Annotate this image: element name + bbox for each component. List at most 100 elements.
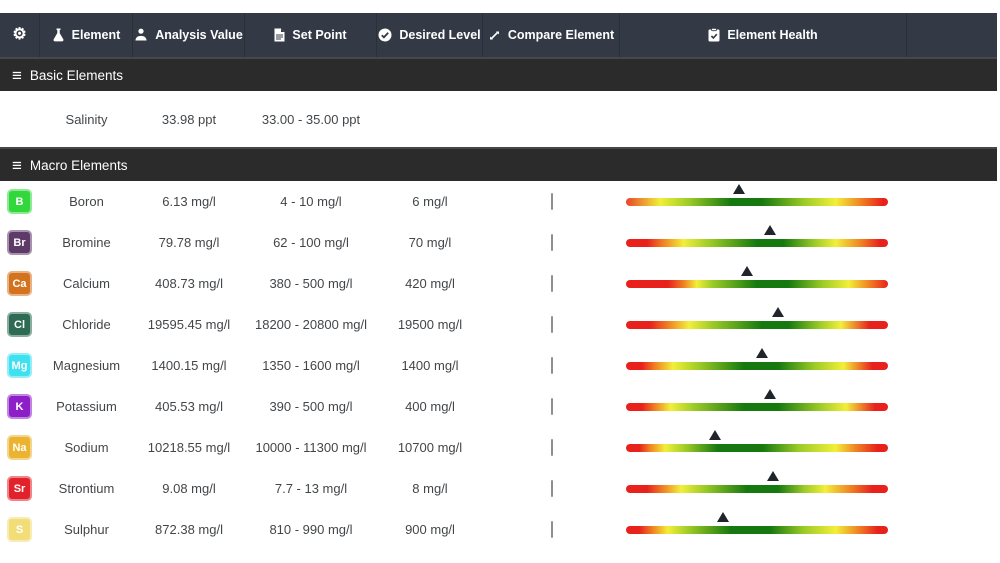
header-element-health-column[interactable]: Element Health (620, 13, 907, 57)
table-row: Ca Calcium 408.73 mg/l 380 - 500 mg/l 42… (0, 263, 1000, 304)
desired-level: 400 mg/l (405, 399, 455, 414)
health-bar (626, 361, 888, 370)
compare-arrows-icon (488, 29, 501, 42)
health-bar (626, 279, 888, 288)
compare-element-checkbox[interactable] (550, 275, 553, 292)
header-settings-column[interactable]: ⚙ (0, 13, 40, 57)
desired-level: 19500 mg/l (397, 317, 463, 332)
element-name: Salinity (65, 111, 108, 127)
set-point: 7.7 - 13 mg/l (274, 481, 348, 496)
header-desired-level-column[interactable]: Desired Level (377, 13, 483, 57)
health-marker-icon (709, 430, 722, 440)
section-macro-elements[interactable]: ≡ Macro Elements (0, 147, 997, 181)
health-bar (626, 320, 888, 329)
section-macro-elements-title: Macro Elements (29, 157, 128, 173)
health-marker-icon (732, 184, 745, 194)
element-name: Sulphur (64, 522, 109, 537)
compare-element-checkbox[interactable] (550, 234, 553, 251)
health-marker-icon (771, 307, 784, 317)
desired-level: 6 mg/l (412, 194, 448, 209)
analysis-value: 408.73 mg/l (155, 276, 223, 291)
element-name: Sodium (64, 440, 109, 455)
element-name: Magnesium (52, 358, 121, 373)
header-compare-element-column[interactable]: Compare Element (483, 13, 620, 57)
element-symbol-icon: Sr (7, 476, 32, 501)
set-point: 18200 - 20800 mg/l (254, 317, 368, 332)
set-point: 33.00 - 35.00 ppt (261, 111, 361, 127)
set-point: 62 - 100 mg/l (273, 235, 349, 250)
table-row: Cl Chloride 19595.45 mg/l 18200 - 20800 … (0, 304, 1000, 345)
element-symbol-icon: S (7, 517, 32, 542)
element-name: Potassium (56, 399, 117, 414)
compare-element-checkbox[interactable] (550, 316, 553, 333)
list-icon: ≡ (12, 155, 22, 175)
table-row: Sr Strontium 9.08 mg/l 7.7 - 13 mg/l 8 m… (0, 468, 1000, 509)
compare-element-checkbox[interactable] (550, 480, 553, 497)
health-marker-icon (764, 225, 777, 235)
header-compare-element-label: Compare Element (507, 28, 615, 42)
header-analysis-value-label: Analysis Value (155, 28, 243, 42)
table-row: Na Sodium 10218.55 mg/l 10000 - 11300 mg… (0, 427, 1000, 468)
health-bar (626, 443, 888, 452)
file-icon (274, 28, 285, 42)
clipboard-check-icon (708, 28, 720, 42)
analysis-value: 19595.45 mg/l (147, 317, 231, 332)
section-basic-elements[interactable]: ≡ Basic Elements (0, 57, 997, 91)
health-bar (626, 402, 888, 411)
element-symbol-icon: Ca (7, 271, 32, 296)
health-bar (626, 484, 888, 493)
compare-element-checkbox[interactable] (550, 521, 553, 538)
desired-level: 8 mg/l (412, 481, 448, 496)
analysis-value: 10218.55 mg/l (147, 440, 231, 455)
health-marker-icon (740, 266, 753, 276)
element-symbol-icon: B (7, 189, 32, 214)
health-marker-icon (766, 471, 779, 481)
analysis-value: 1400.15 mg/l (151, 358, 227, 373)
flask-icon (52, 28, 65, 42)
health-marker-icon (716, 512, 729, 522)
element-symbol-icon: Cl (7, 312, 32, 337)
compare-element-checkbox[interactable] (550, 193, 553, 210)
desired-level: 10700 mg/l (397, 440, 463, 455)
header-analysis-value-column[interactable]: Analysis Value (133, 13, 245, 57)
header-set-point-label: Set Point (292, 28, 347, 42)
header-element-column[interactable]: Element (40, 13, 133, 57)
health-marker-icon (764, 389, 777, 399)
header-element-health-label: Element Health (727, 28, 818, 42)
table-row-salinity: Salinity 33.98 ppt 33.00 - 35.00 ppt (0, 91, 1000, 147)
header-desired-level-label: Desired Level (399, 28, 481, 42)
header-empty-column (907, 13, 997, 57)
compare-element-checkbox[interactable] (550, 398, 553, 415)
compare-element-checkbox[interactable] (550, 357, 553, 374)
health-bar (626, 238, 888, 247)
set-point: 1350 - 1600 mg/l (262, 358, 360, 373)
table-row: S Sulphur 872.38 mg/l 810 - 990 mg/l 900… (0, 509, 1000, 550)
table-row: K Potassium 405.53 mg/l 390 - 500 mg/l 4… (0, 386, 1000, 427)
macro-rows-container: B Boron 6.13 mg/l 4 - 10 mg/l 6 mg/l Br … (0, 181, 1000, 550)
health-marker-icon (756, 348, 769, 358)
element-name: Chloride (62, 317, 111, 332)
set-point: 4 - 10 mg/l (280, 194, 342, 209)
element-symbol-icon: Br (7, 230, 32, 255)
set-point: 810 - 990 mg/l (269, 522, 353, 537)
list-icon: ≡ (12, 65, 22, 85)
header-element-label: Element (71, 28, 121, 42)
health-bar (626, 525, 888, 534)
header-set-point-column[interactable]: Set Point (245, 13, 377, 57)
desired-level: 1400 mg/l (401, 358, 459, 373)
analysis-value: 6.13 mg/l (162, 194, 216, 209)
element-name: Bromine (62, 235, 111, 250)
compare-element-checkbox[interactable] (550, 439, 553, 456)
set-point: 10000 - 11300 mg/l (255, 440, 367, 455)
desired-level: 70 mg/l (408, 235, 452, 250)
gear-icon: ⚙ (12, 26, 27, 43)
table-row: B Boron 6.13 mg/l 4 - 10 mg/l 6 mg/l (0, 181, 1000, 222)
table-header: ⚙ Element Analysis Value Set Point Desir… (0, 13, 997, 57)
table-row: Mg Magnesium 1400.15 mg/l 1350 - 1600 mg… (0, 345, 1000, 386)
table-row: Br Bromine 79.78 mg/l 62 - 100 mg/l 70 m… (0, 222, 1000, 263)
analysis-person-icon (134, 28, 148, 42)
analysis-value: 405.53 mg/l (155, 399, 223, 414)
analysis-value: 79.78 mg/l (158, 235, 220, 250)
element-name: Boron (69, 194, 104, 209)
element-name: Calcium (63, 276, 110, 291)
